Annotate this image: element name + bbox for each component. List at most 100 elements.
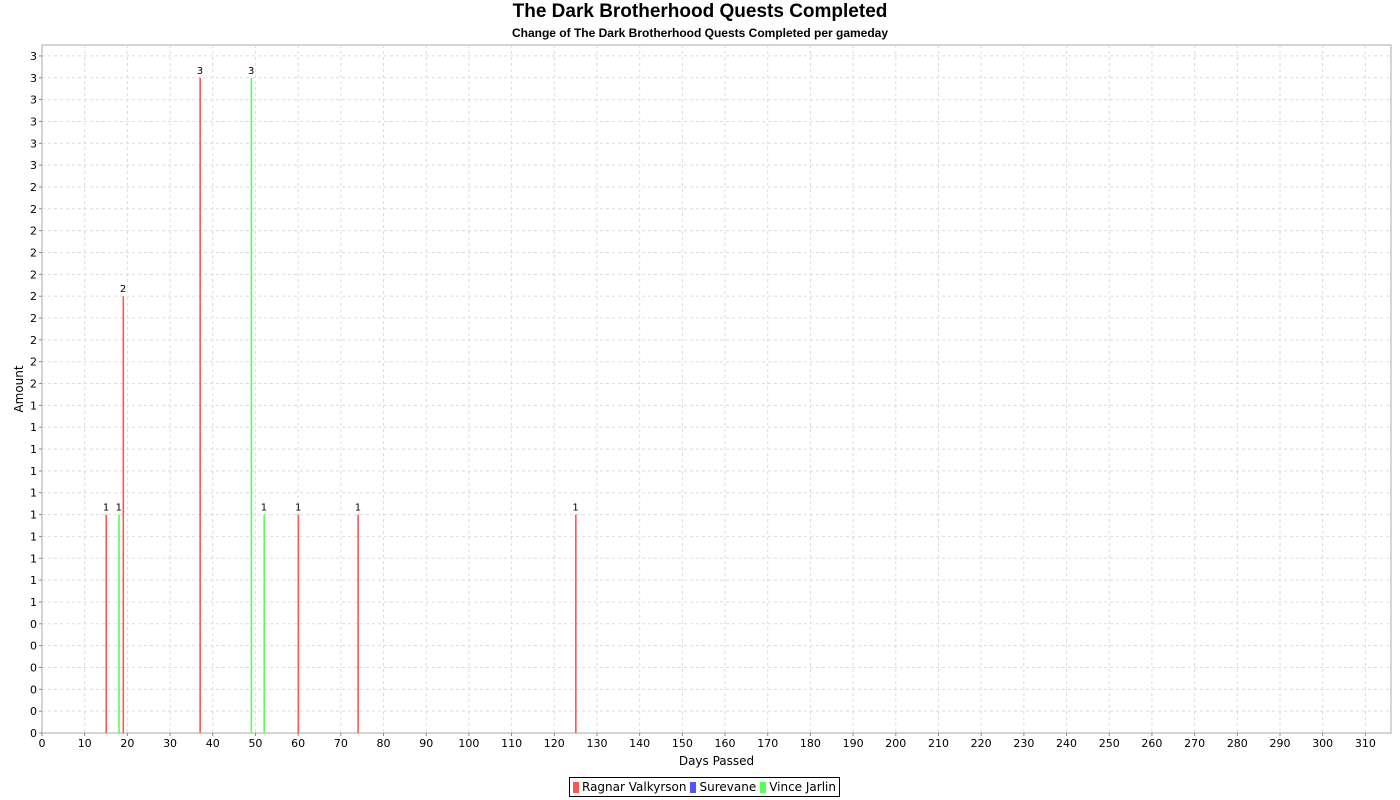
x-tick-label: 310 [1355, 737, 1376, 750]
y-tick-label: 1 [30, 509, 37, 522]
y-tick-label: 0 [30, 705, 37, 718]
x-tick-label: 20 [120, 737, 134, 750]
y-tick-label: 1 [30, 399, 37, 412]
y-tick-label: 0 [30, 618, 37, 631]
x-tick-label: 280 [1227, 737, 1248, 750]
data-label: 1 [103, 503, 109, 514]
y-tick-label: 2 [30, 246, 37, 259]
data-label: 1 [572, 503, 578, 514]
x-tick-label: 30 [163, 737, 177, 750]
y-tick-label: 1 [30, 443, 37, 456]
data-label: 1 [295, 503, 301, 514]
x-tick-label: 300 [1312, 737, 1333, 750]
x-tick-label: 290 [1270, 737, 1291, 750]
x-tick-label: 100 [458, 737, 479, 750]
x-tick-label: 90 [419, 737, 433, 750]
y-tick-label: 1 [30, 421, 37, 434]
x-tick-label: 130 [586, 737, 607, 750]
y-tick-label: 1 [30, 596, 37, 609]
x-tick-label: 0 [39, 737, 46, 750]
chart-subtitle: Change of The Dark Brotherhood Quests Co… [511, 26, 889, 40]
y-tick-label: 0 [30, 727, 37, 740]
y-tick-label: 1 [30, 487, 37, 500]
y-tick-label: 2 [30, 181, 37, 194]
bar [297, 514, 300, 733]
y-tick-label: 2 [30, 268, 37, 281]
y-tick-label: 1 [30, 574, 37, 587]
grid-layer [42, 45, 1391, 733]
y-tick-label: 2 [30, 312, 37, 325]
x-tick-label: 190 [843, 737, 864, 750]
y-tick-label: 1 [30, 530, 37, 543]
x-tick-label: 160 [715, 737, 736, 750]
y-tick-label: 0 [30, 661, 37, 674]
y-axis-label: Amount [12, 365, 26, 412]
bar [105, 514, 108, 733]
y-tick-label: 2 [30, 378, 37, 391]
y-tick-label: 3 [30, 137, 37, 150]
legend-swatch [690, 781, 697, 793]
bar [357, 514, 359, 733]
data-label: 3 [248, 66, 254, 77]
legend-item: Surevane [690, 780, 756, 794]
x-tick-label: 70 [334, 737, 348, 750]
legend-item: Vince Jarlin [760, 780, 836, 794]
bar [199, 77, 201, 733]
y-tick-label: 2 [30, 203, 37, 216]
legend-label: Surevane [699, 780, 757, 794]
legend-label: Vince Jarlin [769, 780, 836, 794]
chart-title: The Dark Brotherhood Quests Completed [512, 1, 888, 22]
y-tick-label: 0 [30, 640, 37, 653]
x-tick-label: 10 [78, 737, 92, 750]
x-tick-label: 50 [248, 737, 262, 750]
y-tick-label: 3 [30, 159, 37, 172]
x-tick-label: 230 [1013, 737, 1034, 750]
x-tick-label: 140 [629, 737, 650, 750]
bar [122, 296, 125, 733]
y-tick-label: 2 [30, 290, 37, 303]
y-tick-label: 2 [30, 356, 37, 369]
x-tick-label: 260 [1141, 737, 1162, 750]
bar [263, 514, 265, 733]
y-tick-label: 2 [30, 225, 37, 238]
data-label: 1 [261, 503, 267, 514]
x-tick-label: 240 [1056, 737, 1077, 750]
x-tick-label: 270 [1184, 737, 1205, 750]
x-tick-label: 60 [291, 737, 305, 750]
x-tick-label: 200 [885, 737, 906, 750]
x-tick-label: 180 [800, 737, 821, 750]
legend-item: Ragnar Valkyrson [573, 780, 686, 794]
bar [118, 514, 120, 733]
y-tick-label: 1 [30, 552, 37, 565]
x-tick-label: 80 [377, 737, 391, 750]
y-tick-label: 3 [30, 72, 37, 85]
x-axis-label: Days Passed [679, 754, 754, 768]
legend-label: Ragnar Valkyrson [582, 780, 687, 794]
x-tick-label: 120 [544, 737, 565, 750]
y-tick-label: 1 [30, 465, 37, 478]
bar [575, 514, 577, 733]
data-label: 2 [120, 284, 126, 295]
x-tick-label: 110 [501, 737, 522, 750]
axis-layer: 0 10 20 30 40 50 60 70 80 90 100 110 120 130 140 150 160… [30, 50, 1376, 750]
x-tick-label: 210 [928, 737, 949, 750]
bar [250, 77, 253, 733]
legend-swatch [573, 781, 579, 793]
y-tick-label: 3 [30, 50, 37, 63]
plot-area [41, 44, 1392, 734]
data-label: 3 [197, 66, 203, 77]
legend-swatch [760, 781, 767, 793]
x-tick-label: 150 [672, 737, 693, 750]
y-tick-label: 2 [30, 334, 37, 347]
y-tick-label: 3 [30, 115, 37, 128]
x-tick-label: 220 [971, 737, 992, 750]
x-tick-label: 250 [1099, 737, 1120, 750]
data-label: 1 [355, 503, 361, 514]
y-tick-label: 3 [30, 94, 37, 107]
y-tick-label: 0 [30, 683, 37, 696]
chart-legend: Ragnar Valkyrson Surevane Vince Jarlin [569, 777, 840, 797]
x-tick-label: 40 [206, 737, 220, 750]
data-label: 1 [116, 503, 122, 514]
